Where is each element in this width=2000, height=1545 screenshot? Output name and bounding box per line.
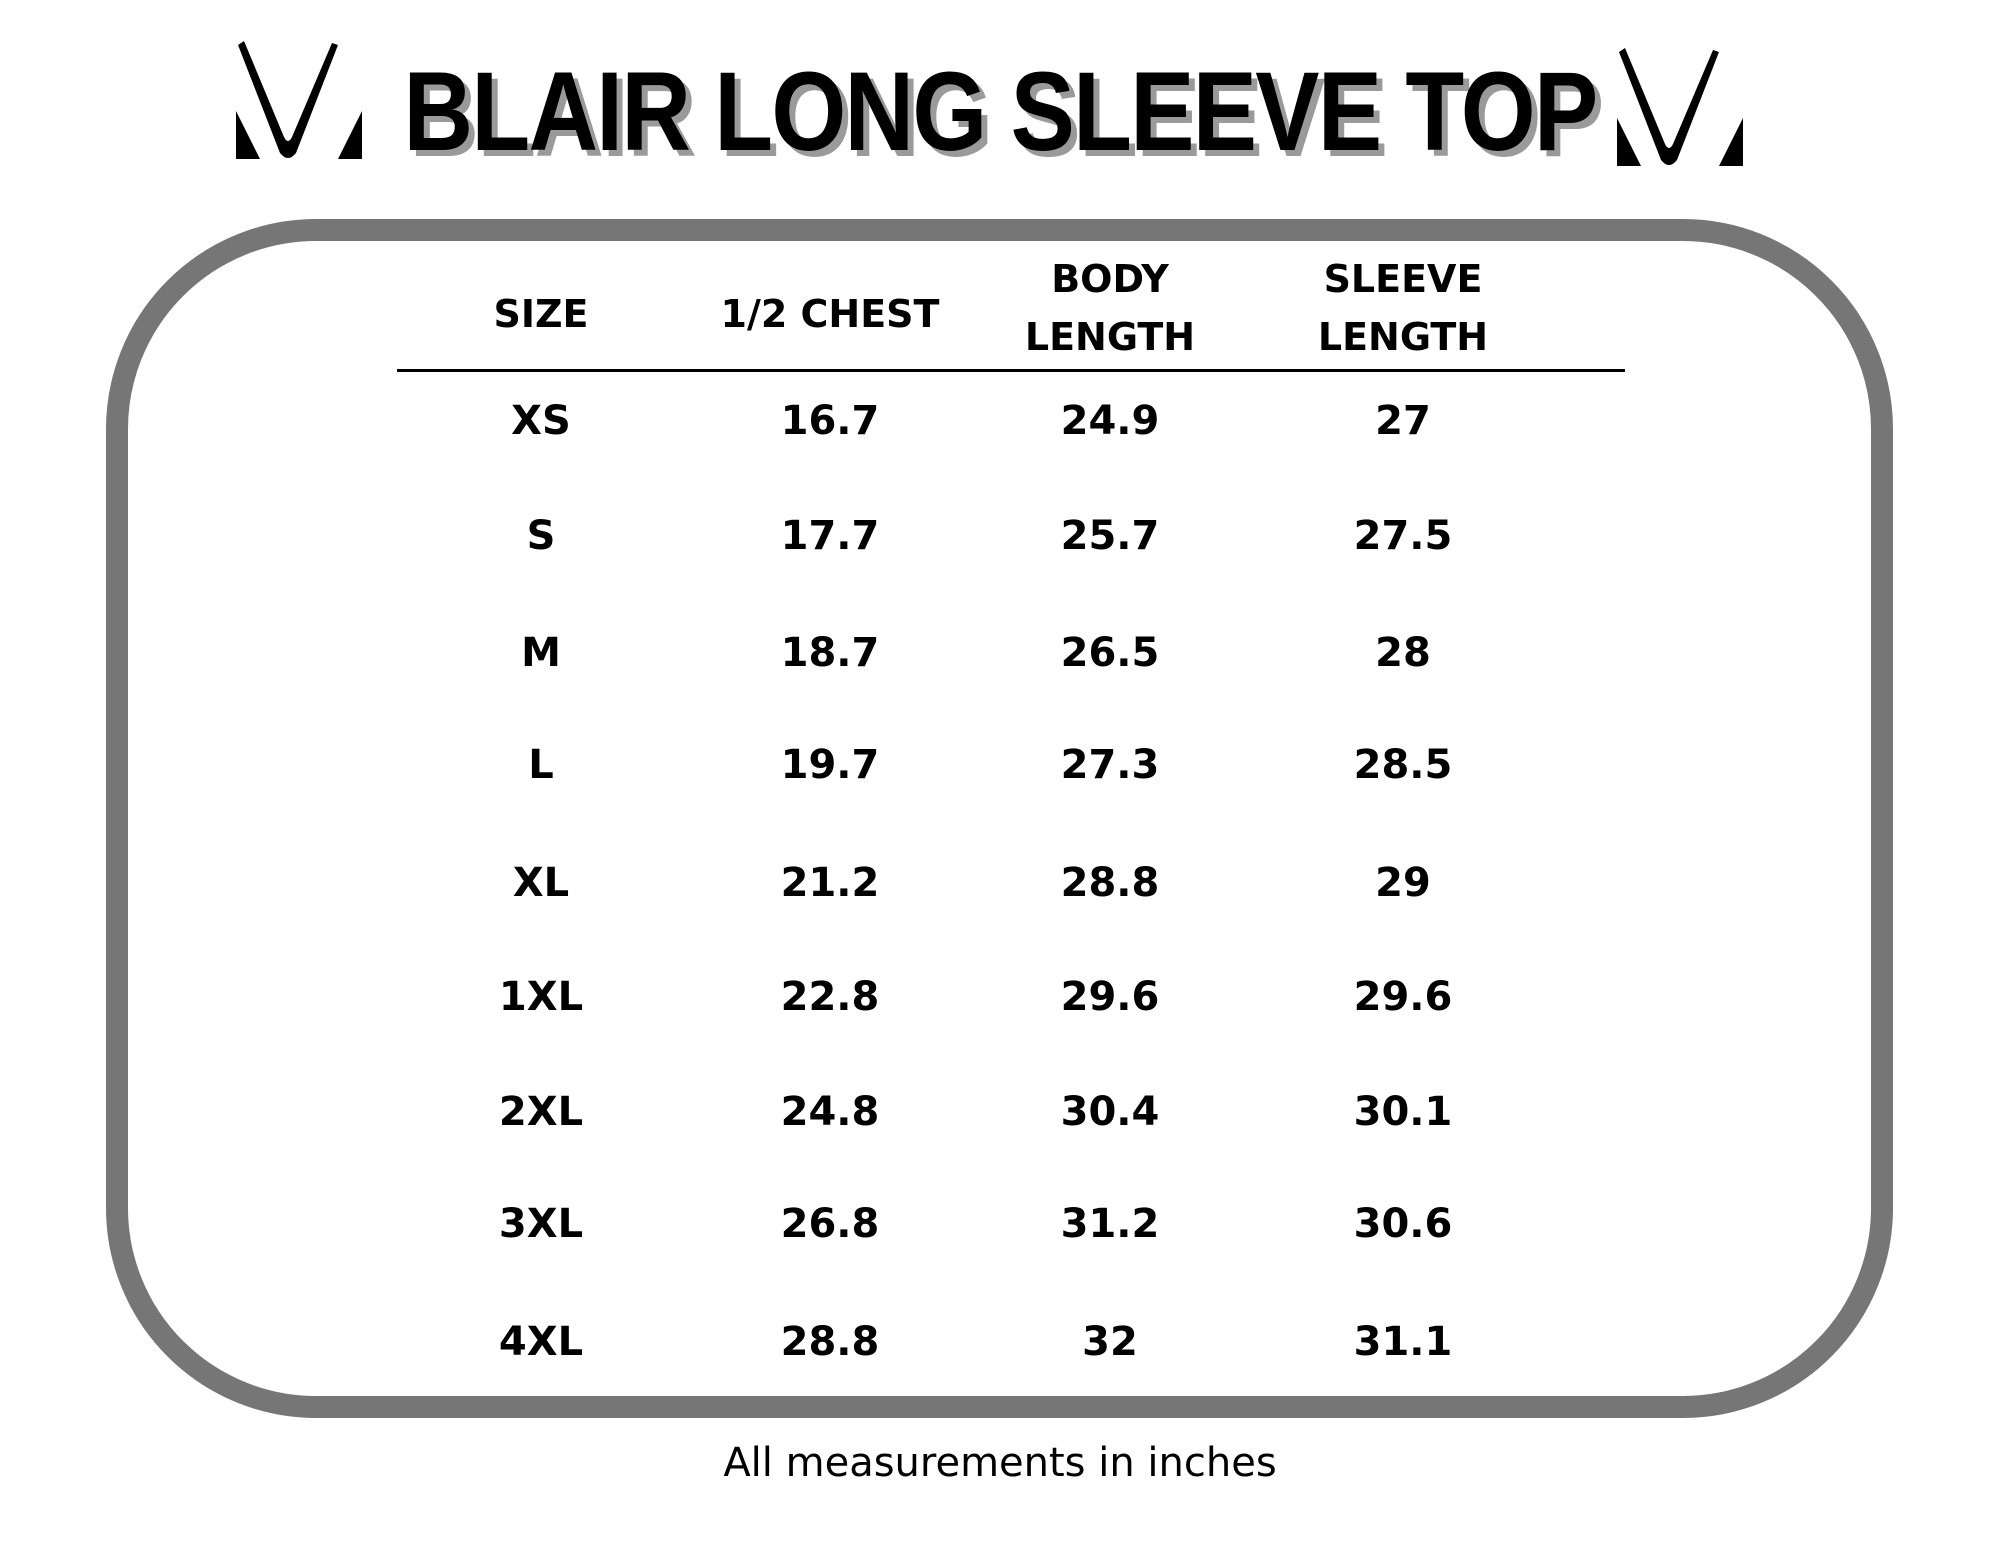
size-label: L: [528, 742, 554, 788]
size-label: XL: [512, 860, 570, 906]
size-label: XS: [511, 398, 571, 444]
measurement-cell: 18.7: [780, 630, 880, 676]
measurement-cell: 17.7: [780, 513, 880, 559]
measurement-cell: 27.5: [1353, 513, 1453, 559]
measurement-note: All measurements in inches: [723, 1440, 1277, 1486]
measurement-cell: 32: [1082, 1319, 1138, 1365]
page-title: BLAIR LONG SLEEVE TOP: [403, 49, 1598, 174]
measurement-cell: 19.7: [780, 742, 880, 788]
brand-logo-icon-left: [236, 41, 362, 159]
measurement-cell: 29.6: [1060, 974, 1160, 1020]
header-divider: [397, 369, 1625, 372]
measurement-cell: 21.2: [780, 860, 880, 906]
measurement-cell: 31.2: [1060, 1201, 1160, 1247]
measurement-cell: 28: [1375, 630, 1431, 676]
size-label: 4XL: [498, 1319, 584, 1365]
measurement-cell: 30.6: [1353, 1201, 1453, 1247]
measurement-cell: 28.5: [1353, 742, 1453, 788]
measurement-cell: 26.8: [780, 1201, 880, 1247]
brand-logo-icon-right: [1617, 48, 1743, 166]
size-label: M: [521, 630, 561, 676]
header-size: SIZE: [493, 292, 589, 336]
size-label: S: [526, 513, 556, 559]
measurement-cell: 31.1: [1353, 1319, 1453, 1365]
measurement-cell: 28.8: [780, 1319, 880, 1365]
measurement-cell: 22.8: [780, 974, 880, 1020]
measurement-cell: 26.5: [1060, 630, 1160, 676]
header-body-length: BODY LENGTH: [1024, 257, 1196, 359]
measurement-cell: 16.7: [780, 398, 880, 444]
size-chart-frame: [106, 219, 1893, 1418]
measurement-cell: 24.8: [780, 1089, 880, 1135]
header-half-chest: 1/2 CHEST: [720, 292, 940, 336]
measurement-cell: 25.7: [1060, 513, 1160, 559]
measurement-cell: 28.8: [1060, 860, 1160, 906]
measurement-cell: 27: [1375, 398, 1431, 444]
measurement-cell: 30.4: [1060, 1089, 1160, 1135]
measurement-cell: 29.6: [1353, 974, 1453, 1020]
measurement-cell: 29: [1375, 860, 1431, 906]
size-label: 2XL: [498, 1089, 584, 1135]
measurement-cell: 27.3: [1060, 742, 1160, 788]
measurement-cell: 24.9: [1060, 398, 1160, 444]
header-sleeve-length: SLEEVE LENGTH: [1317, 257, 1489, 359]
size-label: 3XL: [498, 1201, 584, 1247]
size-label: 1XL: [498, 974, 584, 1020]
measurement-cell: 30.1: [1353, 1089, 1453, 1135]
